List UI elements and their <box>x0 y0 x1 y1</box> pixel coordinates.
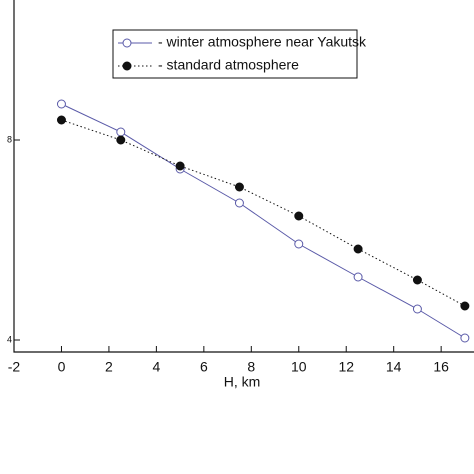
legend-marker <box>122 38 132 48</box>
legend-box <box>112 29 358 79</box>
x-tick-label: 4 <box>152 359 160 375</box>
x-axis-label: H, km <box>224 374 261 390</box>
series-line <box>61 119 466 307</box>
data-point <box>175 161 185 171</box>
data-point <box>460 333 470 343</box>
x-tick-label: 6 <box>200 359 208 375</box>
data-point <box>234 182 244 192</box>
data-point <box>353 244 363 254</box>
data-point <box>294 239 304 249</box>
data-point <box>353 272 363 282</box>
data-point <box>116 127 126 137</box>
data-point <box>56 99 66 109</box>
x-tick-label: 14 <box>386 359 402 375</box>
x-tick-label: 10 <box>291 359 307 375</box>
data-point <box>56 115 66 125</box>
legend-label: - standard atmosphere <box>158 57 299 73</box>
x-tick-label: 16 <box>433 359 449 375</box>
data-point <box>412 275 422 285</box>
x-tick-label: -2 <box>8 359 21 375</box>
y-tick-label: 4 <box>7 334 12 344</box>
series-line <box>61 103 466 339</box>
data-point <box>412 304 422 314</box>
x-tick-label: 2 <box>105 359 113 375</box>
y-tick-label: 8 <box>7 134 12 144</box>
x-tick-label: 8 <box>247 359 255 375</box>
plot-area <box>56 99 470 343</box>
data-point <box>294 211 304 221</box>
legend-marker <box>122 61 132 71</box>
legend-label: - winter atmosphere near Yakutsk <box>158 34 367 50</box>
data-point <box>460 301 470 311</box>
data-point <box>116 135 126 145</box>
data-point <box>234 198 244 208</box>
x-tick-label: 12 <box>338 359 354 375</box>
x-tick-label: 0 <box>58 359 66 375</box>
